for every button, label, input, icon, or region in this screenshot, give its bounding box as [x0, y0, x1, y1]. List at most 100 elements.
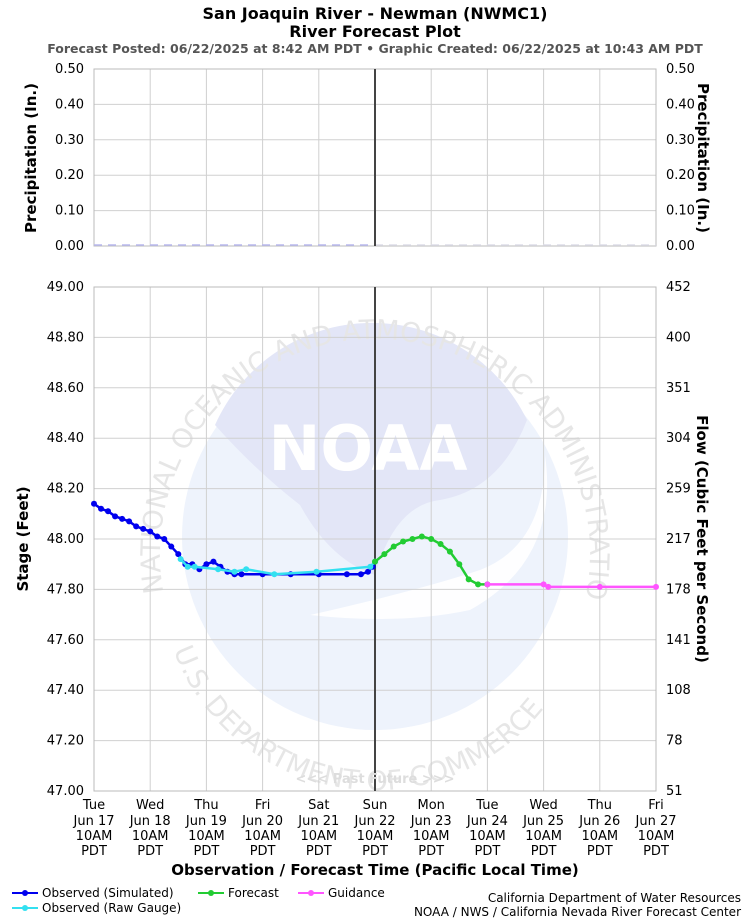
stage-ytick-left: 49.00 — [47, 280, 84, 295]
forecast-point — [428, 536, 435, 542]
legend-swatch-observed-simulated — [12, 890, 38, 896]
xtick-tz: PDT — [250, 844, 276, 859]
xtick-time: 10AM — [76, 829, 113, 844]
observed-simulated-point — [154, 533, 161, 540]
forecast-point — [400, 538, 407, 545]
precip-ytick-left: 0.50 — [55, 62, 84, 77]
legend-swatch-forecast — [198, 890, 224, 896]
flow-ytick-right: 452 — [666, 280, 691, 295]
xtick-tz: PDT — [306, 844, 332, 859]
flow-ytick-right: 141 — [666, 633, 691, 648]
forecast-point — [372, 558, 378, 565]
past-future-label: <<< Past Future >>> — [295, 772, 454, 787]
flow-ytick-right: 178 — [666, 582, 691, 597]
observed-simulated-point — [343, 571, 350, 578]
xtick-date: Jun 27 — [635, 814, 677, 829]
precip-ytick-right: 0.00 — [666, 239, 695, 254]
observed-raw-gauge-point — [231, 568, 238, 575]
observed-simulated-point — [175, 551, 182, 558]
observed-simulated-point — [210, 558, 217, 565]
forecast-point — [390, 543, 397, 550]
forecast-point — [446, 548, 453, 555]
observed-simulated-point — [119, 515, 126, 522]
flow-ytick-right: 108 — [666, 683, 691, 698]
watermark-logo-text: NOAA — [269, 412, 468, 485]
chart-subtitle: Forecast Posted: 06/22/2025 at 8:42 AM P… — [47, 41, 703, 56]
observed-raw-gauge-point — [191, 563, 198, 570]
forecast-point — [418, 533, 425, 540]
precip-ytick-left: 0.00 — [55, 239, 84, 254]
forecast-point — [465, 576, 472, 583]
xtick-day: Wed — [136, 798, 164, 813]
stage-ytick-left: 47.20 — [47, 734, 84, 749]
stage-y-label: Stage (Feet) — [14, 486, 32, 591]
xtick-time: 10AM — [300, 829, 337, 844]
legend-guidance: Guidance — [298, 886, 385, 900]
xtick-day: Thu — [193, 798, 218, 813]
forecast-point — [475, 581, 482, 588]
precip-ytick-left: 0.40 — [55, 97, 84, 112]
observed-simulated-point — [112, 513, 119, 520]
flow-ytick-right: 259 — [666, 482, 691, 497]
legend-observed-raw: Observed (Raw Gauge) — [12, 901, 181, 915]
precip-ytick-right: 0.10 — [666, 204, 695, 219]
xtick-day: Thu — [587, 798, 612, 813]
observed-simulated-point — [105, 508, 112, 515]
xtick-time: 10AM — [132, 829, 169, 844]
guidance-point — [653, 583, 659, 590]
watermark-bird — [215, 322, 527, 575]
forecast-point — [437, 541, 444, 548]
observed-simulated-point — [91, 500, 97, 507]
guidance-point — [484, 581, 491, 588]
observed-simulated-point — [98, 505, 105, 512]
stage-ytick-left: 47.80 — [47, 582, 84, 597]
precip-ytick-right: 0.40 — [666, 97, 695, 112]
chart-title-line2: River Forecast Plot — [289, 22, 461, 41]
xtick-day: Fri — [648, 798, 664, 813]
xtick-day: Sat — [308, 798, 329, 813]
xtick-day: Mon — [417, 798, 444, 813]
forecast-point — [381, 551, 388, 558]
stage-ytick-left: 47.60 — [47, 633, 84, 648]
observed-raw-gauge-point — [177, 556, 184, 563]
observed-raw-gauge-point — [367, 563, 374, 570]
legend-label: Observed (Raw Gauge) — [42, 901, 182, 915]
xtick-date: Jun 17 — [73, 814, 115, 829]
precip-ytick-right: 0.20 — [666, 168, 695, 183]
precip-ytick-left: 0.10 — [55, 204, 84, 219]
xtick-day: Wed — [529, 798, 557, 813]
guidance-point — [596, 583, 603, 590]
xtick-time: 10AM — [244, 829, 281, 844]
xtick-tz: PDT — [643, 844, 669, 859]
observed-raw-gauge-series-line — [179, 558, 376, 576]
forecast-point — [409, 536, 416, 542]
precip-ytick-right: 0.30 — [666, 133, 695, 148]
stage-ytick-left: 48.00 — [47, 532, 84, 547]
xtick-day: Tue — [475, 798, 498, 813]
noaa-watermark: NATIONAL OCEANIC AND ATMOSPHERIC ADMINIS… — [0, 0, 614, 797]
xtick-date: Jun 21 — [297, 814, 339, 829]
legend-label: Guidance — [328, 886, 385, 900]
xtick-date: Jun 24 — [466, 814, 508, 829]
guidance-point — [540, 581, 547, 588]
precip-y-label-right: Precipitation (In.) — [694, 83, 712, 233]
xtick-tz: PDT — [362, 844, 388, 859]
observed-raw-gauge-point — [313, 568, 320, 575]
guidance-point — [545, 583, 552, 590]
legend-label: Forecast — [228, 886, 279, 900]
xtick-day: Tue — [82, 798, 105, 813]
xtick-time: 10AM — [357, 829, 394, 844]
flow-ytick-right: 400 — [666, 330, 691, 345]
legend-label: Observed (Simulated) — [42, 886, 174, 900]
stage-ytick-left: 47.40 — [47, 683, 84, 698]
observed-simulated-point — [126, 518, 133, 525]
flow-ytick-right: 78 — [666, 734, 683, 749]
xtick-time: 10AM — [525, 829, 562, 844]
credit-line-2: NOAA / NWS / California Nevada River For… — [413, 905, 741, 919]
stage-ytick-left: 48.20 — [47, 482, 84, 497]
observed-simulated-point — [203, 561, 210, 568]
xtick-date: Jun 20 — [241, 814, 283, 829]
flow-ytick-right: 217 — [666, 532, 691, 547]
xtick-date: Jun 25 — [522, 814, 564, 829]
xtick-date: Jun 19 — [185, 814, 227, 829]
